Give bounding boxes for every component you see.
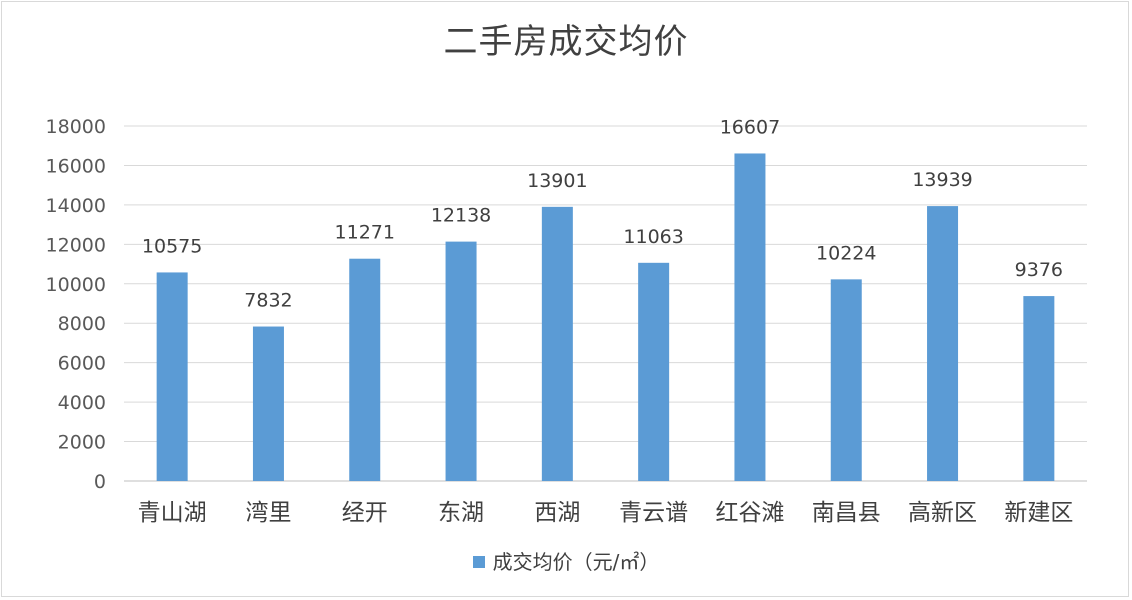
x-tick-label: 西湖 [534,500,580,526]
y-tick-label: 18000 [46,116,106,138]
data-label: 11271 [335,222,395,244]
data-label: 10575 [142,235,202,257]
bar [541,206,573,482]
y-tick-label: 2000 [58,432,106,454]
bar [156,272,188,481]
bar [734,153,766,481]
bar [830,279,862,481]
x-tick-label: 南昌县 [812,500,881,526]
x-tick-label: 高新区 [908,500,977,526]
x-tick-label: 新建区 [1004,500,1073,526]
bar [1023,296,1055,481]
chart-title: 二手房成交均价 [443,22,689,62]
data-label: 11063 [623,226,683,248]
legend-label: 成交均价（元/㎡） [492,550,660,574]
y-tick-label: 8000 [58,313,106,335]
bar [349,258,381,481]
x-tick-label: 经开 [342,500,388,526]
x-tick-label: 湾里 [245,500,291,526]
data-label: 13901 [527,170,587,192]
x-tick-label: 青云谱 [619,500,688,526]
x-tick-label: 红谷滩 [715,500,784,526]
bar [638,262,670,481]
y-tick-label: 12000 [46,234,106,256]
x-tick-label: 东湖 [438,500,484,526]
y-tick-label: 6000 [58,353,106,375]
y-tick-label: 4000 [58,392,106,414]
data-label: 10224 [816,242,876,264]
legend-swatch [472,555,485,568]
data-label: 7832 [244,290,292,312]
data-label: 12138 [431,205,491,227]
bar [445,241,477,481]
bar [252,326,284,481]
data-label: 13939 [912,169,972,191]
y-tick-label: 16000 [46,155,106,177]
y-tick-label: 0 [94,471,106,493]
data-label: 9376 [1015,259,1063,281]
y-tick-label: 10000 [46,274,106,296]
data-label: 16607 [720,116,780,138]
bar [927,206,959,481]
chart-legend: 成交均价（元/㎡） [0,546,1132,575]
y-tick-label: 14000 [46,195,106,217]
x-tick-label: 青山湖 [138,500,207,526]
